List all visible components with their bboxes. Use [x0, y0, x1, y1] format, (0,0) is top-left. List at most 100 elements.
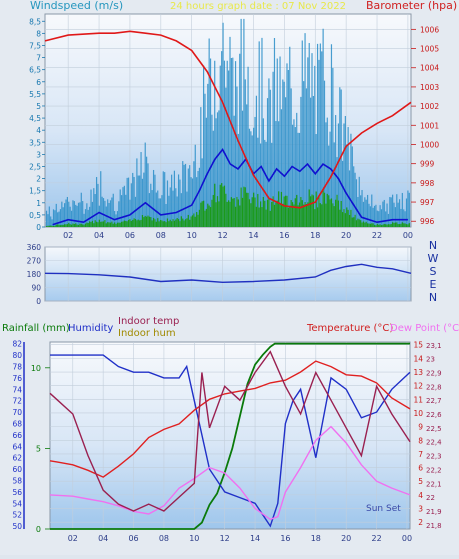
x-tick-label: 18 [310, 231, 320, 240]
windspeed-title: Windspeed (m/s) [30, 0, 123, 12]
indoor-tick-label: 22,9 [426, 369, 442, 377]
dewpoint-line [49, 425, 411, 521]
humidity-tick-label: 72 [12, 397, 22, 406]
temperature-axis-ticks: 2 3 4 5 6 7 8 9 10 11 12 13 14 15 [413, 341, 423, 527]
windspeed-tick-label: 5 [36, 102, 41, 111]
humidity-title: Humidity [68, 323, 113, 334]
x-tick-label: 22 [372, 231, 382, 240]
temperature-tick-label: 14 [413, 354, 423, 363]
panel-bottom-plot-area [49, 341, 411, 530]
indoor-tick-label: 23 [426, 356, 435, 364]
windspeed-tick-label: 0 [36, 223, 41, 232]
windspeed-tick-label: 6 [36, 78, 41, 87]
wind-low-fill [45, 183, 410, 227]
humidity-tick-label: 58 [12, 477, 22, 486]
indoor-temp-line [49, 350, 411, 512]
rainfall-line [50, 342, 410, 530]
barometer-tick-label: 1002 [420, 102, 439, 111]
barometer-tick-label: 996 [420, 217, 435, 226]
compass-letter: N [429, 239, 437, 252]
windspeed-tick-label: 8 [36, 29, 41, 38]
indoor-tick-label: 22,4 [426, 439, 442, 447]
temperature-title: Temperature (°C) [306, 323, 393, 334]
barometer-tick-label: 1000 [420, 140, 439, 149]
graph-date-title: 24 hours graph date : 07 Nov 2022 [170, 1, 346, 12]
compass-letter: E [430, 278, 437, 291]
indoor-tick-label: 23,1 [426, 342, 442, 350]
rain-tick-label: 0 [36, 525, 41, 534]
x-tick-label: 22 [371, 534, 381, 543]
temperature-line [49, 360, 411, 478]
temperature-tick-label: 10 [413, 409, 423, 418]
windspeed-axis-ticks: 0 0,5 1 1,5 2 2,5 3 3,5 4 4,5 5 5,5 6 6,5 7 7,5 8 8,5 [29, 17, 45, 232]
humidity-tick-label: 64 [12, 442, 22, 451]
barometer-tick-label: 1005 [420, 45, 439, 54]
windspeed-tick-label: 1,5 [29, 187, 41, 196]
indoor-tick-label: 21,9 [426, 508, 442, 516]
indoor-tick-label: 22,6 [426, 411, 442, 419]
windspeed-tick-label: 4,5 [29, 114, 41, 123]
x-tick-label: 16 [279, 231, 289, 240]
direction-tick-label: 270 [27, 257, 42, 266]
windspeed-tick-label: 0,5 [29, 211, 41, 220]
humidity-axis-ticks: 50 52 54 56 58 60 62 64 66 68 70 72 74 76 78 80 82 [12, 340, 25, 531]
humidity-tick-label: 56 [12, 488, 22, 497]
x-tick-label: 02 [63, 231, 73, 240]
x-tick-label: 02 [68, 534, 78, 543]
humidity-tick-label: 50 [12, 522, 22, 531]
panel-top-x-ticks: 02 04 06 08 10 12 14 16 18 20 22 00 [63, 231, 413, 240]
indoor-axis-ticks: 21,8 21,9 22 22,1 22,2 22,3 22,4 22,5 22,6 22,7 22… [426, 342, 442, 530]
humidity-tick-label: 74 [12, 385, 22, 394]
windspeed-tick-label: 2,5 [29, 162, 41, 171]
panel-mid-grid [45, 246, 411, 302]
barometer-tick-label: 998 [420, 179, 435, 188]
temperature-tick-label: 6 [418, 464, 423, 473]
barometer-axis-ticks: 996 997 998 999 1000 1001 1002 1003 1004 1005 1006 [411, 25, 439, 226]
windspeed-tick-label: 1 [36, 199, 41, 208]
x-tick-label: 06 [128, 534, 138, 543]
barometer-line [44, 30, 412, 209]
dewpoint-title: Dew Point (°C) [390, 323, 459, 334]
barometer-tick-label: 1001 [420, 121, 439, 130]
windspeed-tick-label: 3,5 [29, 138, 41, 147]
temperature-tick-label: 8 [418, 436, 423, 445]
barometer-tick-label: 997 [420, 198, 435, 207]
humidity-tick-label: 62 [12, 454, 22, 463]
humidity-tick-label: 82 [12, 340, 22, 349]
humidity-tick-label: 68 [12, 420, 22, 429]
x-tick-label: 06 [125, 231, 135, 240]
rain-tick-label: 10 [31, 364, 41, 373]
barometer-tick-label: 999 [420, 160, 435, 169]
x-tick-label: 12 [220, 534, 230, 543]
windspeed-tick-label: 4 [36, 126, 41, 135]
x-tick-label: 10 [189, 534, 199, 543]
temperature-tick-label: 12 [413, 382, 423, 391]
indoor-tick-label: 22,5 [426, 425, 442, 433]
barometer-tick-label: 1006 [420, 25, 439, 34]
temperature-tick-label: 3 [418, 505, 423, 514]
x-tick-label: 12 [218, 231, 228, 240]
indoor-tick-label: 22,2 [426, 466, 442, 474]
indoor-tick-label: 21,8 [426, 522, 442, 530]
windspeed-tick-label: 7,5 [29, 41, 41, 50]
humidity-tick-label: 54 [12, 499, 22, 508]
rain-tick-label: 5 [36, 444, 41, 453]
humidity-tick-label: 76 [12, 374, 22, 383]
x-tick-label: 20 [341, 534, 351, 543]
temperature-tick-label: 11 [413, 395, 423, 404]
humidity-tick-label: 80 [12, 351, 22, 360]
direction-tick-label: 360 [27, 243, 42, 252]
temperature-tick-label: 5 [418, 477, 423, 486]
rain-axis-ticks: 0 5 10 [31, 364, 50, 534]
barometer-tick-label: 1003 [420, 83, 439, 92]
sunset-label: Sun Set [366, 504, 401, 514]
direction-tick-label: 180 [27, 270, 42, 279]
direction-tick-label: 0 [36, 297, 41, 306]
indoor-tick-label: 22,7 [426, 397, 442, 405]
temperature-tick-label: 15 [413, 341, 423, 350]
temperature-tick-label: 2 [418, 518, 423, 527]
x-tick-label: 14 [248, 231, 258, 240]
x-tick-label: 16 [280, 534, 290, 543]
